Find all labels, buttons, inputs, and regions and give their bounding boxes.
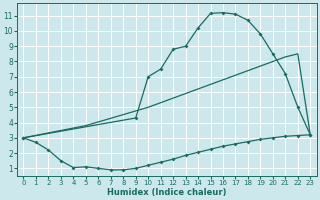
- X-axis label: Humidex (Indice chaleur): Humidex (Indice chaleur): [107, 188, 227, 197]
